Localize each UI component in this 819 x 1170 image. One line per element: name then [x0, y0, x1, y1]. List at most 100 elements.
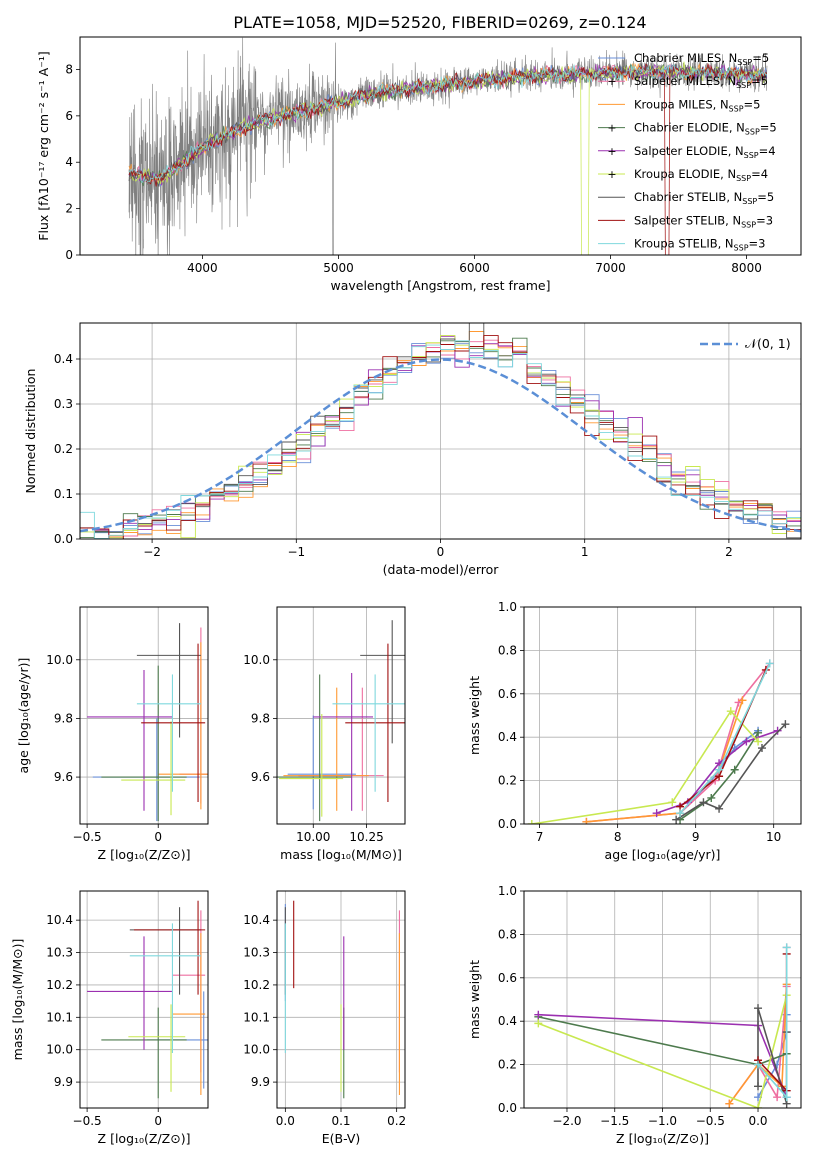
- x-tick-label: 10.25: [349, 830, 383, 844]
- point-chabrier_stelib: [699, 798, 708, 807]
- axes-frame: [79, 322, 802, 540]
- y-tick-label: 0.6: [498, 687, 517, 701]
- x-axis-label: Z [log₁₀(Z/Z⊙)]: [616, 1131, 709, 1146]
- point-chabrier_elodie: [707, 793, 716, 802]
- legend-label-salpeter_elodie: Salpeter ELODIE, NSSP=4: [634, 144, 776, 160]
- y-tick-label: 9.9: [251, 1075, 270, 1089]
- model-kroupa_stelib-line: [128, 64, 767, 184]
- y-tick-label: 10.4: [46, 913, 73, 927]
- series-chabrier_elodie: [679, 732, 759, 821]
- x-axis-label: Z [log₁₀(Z/Z⊙)]: [98, 1131, 191, 1146]
- point-chabrier_stelib: [757, 744, 766, 753]
- y-tick-label: 0.6: [498, 971, 517, 985]
- y-tick-label: 0: [65, 248, 73, 262]
- y-tick-label: 8: [65, 62, 73, 76]
- y-tick-label: 0.4: [498, 730, 517, 744]
- y-tick-label: 10.4: [243, 913, 270, 927]
- y-tick-label: 9.8: [251, 711, 270, 725]
- model-chabrier_stelib-line: [128, 63, 768, 188]
- legend-marker: +: [607, 168, 616, 181]
- x-tick-label: 10.00: [296, 830, 330, 844]
- y-tick-label: 9.6: [54, 770, 73, 784]
- axes-frame: [523, 890, 802, 1109]
- gaussian-reference-line: [80, 358, 801, 533]
- x-tick-label: 1: [581, 545, 589, 559]
- y-tick-label: 0.0: [498, 1101, 517, 1115]
- x-axis-label: wavelength [Angstrom, rest frame]: [330, 278, 550, 293]
- x-tick-label: −2: [143, 545, 161, 559]
- x-tick-label: 4000: [187, 261, 218, 275]
- series-kroupa_miles: [728, 984, 788, 1105]
- massweight-vs-metallicity-panel: −2.0 −1.5 −1.0 −0.5 0.0 0.0 0.2 0.4 0.6 0.8 1.0 Z […: [467, 884, 802, 1146]
- y-tick-label: 0.1: [54, 487, 73, 501]
- y-tick-label: 0.2: [498, 774, 517, 788]
- point-salpeter_elodie: [773, 726, 782, 735]
- point-kroupa_miles: [582, 817, 591, 824]
- legend-label-salpeter_miles: Salpeter MILES, NSSP=5: [634, 74, 768, 90]
- residuals-panel: −2 −1 0 1 2 0.0 0.1 0.2 0.3 0.4 (data-model)/error…: [23, 322, 802, 577]
- series-salpeter_stelib: [679, 669, 767, 808]
- point-salpeter_miles: [773, 1093, 782, 1102]
- x-tick-label: 0: [154, 830, 162, 844]
- x-tick-label: 0: [154, 1114, 162, 1128]
- point-kroupa_elodie: [534, 1019, 543, 1028]
- x-axis-label: Z [log₁₀(Z/Z⊙)]: [98, 847, 191, 862]
- point-chabrier_elodie: [754, 728, 763, 737]
- point-chabrier_stelib: [672, 815, 681, 824]
- y-tick-label: 1.0: [498, 884, 517, 898]
- massweight-vs-age-panel: 7 8 9 10 0.0 0.2 0.4 0.6 0.8 1.0 age [log₁₀(age/yr…: [467, 600, 802, 862]
- y-tick-label: 10.0: [46, 1043, 73, 1057]
- y-tick-label: 0.4: [498, 1014, 517, 1028]
- y-tick-label: 0.0: [54, 532, 73, 546]
- y-tick-label: 10.2: [46, 978, 73, 992]
- point-salpeter_elodie: [742, 737, 751, 746]
- figure-title: PLATE=1058, MJD=52520, FIBERID=0269, z=0…: [233, 13, 646, 32]
- x-tick-label: 0.0: [748, 1114, 767, 1128]
- y-tick-label: 10.2: [243, 978, 270, 992]
- point-chabrier_stelib: [754, 1004, 763, 1013]
- x-tick-label: −1: [287, 545, 305, 559]
- plot-area: [87, 900, 208, 1099]
- plot-area: [277, 620, 405, 822]
- y-tick-label: 10.3: [243, 946, 270, 960]
- legend-marker: +: [607, 145, 616, 158]
- x-tick-label: 8000: [731, 261, 762, 275]
- x-axis-label: E(B-V): [322, 1131, 361, 1146]
- point-chabrier_stelib: [781, 720, 790, 729]
- point-kroupa_stelib: [754, 1060, 763, 1069]
- y-tick-label: 1.0: [498, 600, 517, 614]
- y-tick-label: 0.0: [498, 817, 517, 831]
- x-tick-label: 7: [536, 830, 544, 844]
- plot-area: [80, 323, 801, 539]
- point-salpeter_elodie: [652, 809, 661, 818]
- point-chabrier_stelib: [715, 804, 724, 813]
- y-tick-label: 10.1: [46, 1010, 73, 1024]
- age-vs-mass-panel: 10.00 10.25 9.6 9.8 10.0 mass [log₁₀(M/M⊙)]: [243, 606, 406, 862]
- x-tick-label: 0.1: [331, 1114, 350, 1128]
- y-tick-label: 10.0: [243, 1043, 270, 1057]
- y-axis-label: mass weight: [467, 960, 482, 1039]
- x-tick-label: 6000: [459, 261, 490, 275]
- spectrum-legend: Chabrier MILES, NSSP=5 + Salpeter MILES, N…: [598, 51, 777, 253]
- y-tick-label: 10.0: [243, 653, 270, 667]
- y-axis-label: Flux [fλ10⁻¹⁷ erg cm⁻² s⁻¹ A⁻¹]: [36, 51, 51, 240]
- point-kroupa_stelib: [715, 765, 724, 774]
- y-tick-label: 0.2: [498, 1058, 517, 1072]
- point-kroupa_elodie: [754, 1104, 763, 1108]
- x-tick-label: 0.0: [276, 1114, 295, 1128]
- x-tick-label: 2: [725, 545, 733, 559]
- axes-frame: [79, 36, 802, 256]
- point-chabrier_elodie: [730, 765, 739, 774]
- plot-area: [284, 900, 400, 1099]
- y-tick-label: 0.2: [54, 442, 73, 456]
- y-tick-label: 0.8: [498, 643, 517, 657]
- point-kroupa_elodie: [754, 737, 763, 746]
- x-axis-label: (data-model)/error: [383, 562, 500, 577]
- y-tick-label: 6: [65, 109, 73, 123]
- series-kroupa_elodie: [538, 995, 788, 1108]
- x-axis-label: age [log₁₀(age/yr)]: [605, 847, 721, 862]
- point-kroupa_elodie: [726, 707, 735, 716]
- y-axis-label: mass weight: [467, 676, 482, 755]
- histogram-kroupa_stelib: [80, 340, 801, 539]
- point-kroupa_miles: [725, 1099, 734, 1108]
